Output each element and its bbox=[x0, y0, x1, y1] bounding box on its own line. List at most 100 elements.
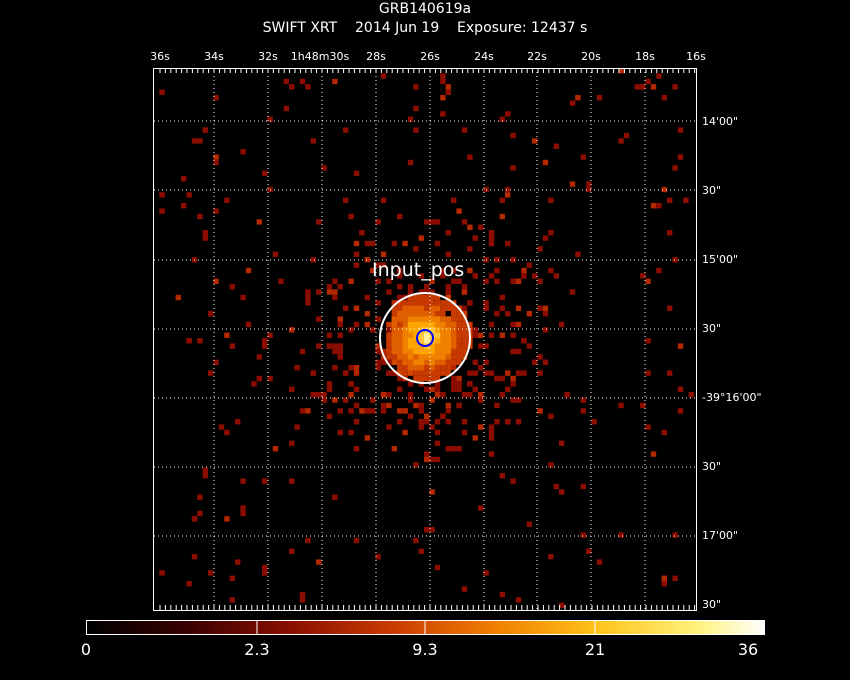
photon-pixel bbox=[434, 386, 441, 392]
photon-pixel bbox=[380, 73, 387, 79]
photon-pixel bbox=[510, 381, 516, 387]
photon-pixel bbox=[515, 419, 522, 425]
photon-pixel bbox=[505, 186, 511, 193]
photon-pixel bbox=[429, 386, 435, 392]
photon-pixel bbox=[229, 343, 235, 349]
photon-pixel bbox=[364, 240, 370, 247]
photon-pixel bbox=[316, 392, 322, 398]
photon-pixel bbox=[370, 397, 376, 403]
photon-pixel bbox=[456, 348, 462, 355]
photon-pixel bbox=[213, 359, 219, 365]
photon-pixel bbox=[467, 370, 473, 376]
observation-info: SWIFT XRT 2014 Jun 19 Exposure: 12437 s bbox=[0, 20, 850, 36]
photon-pixel bbox=[159, 570, 165, 576]
photon-pixel bbox=[202, 127, 208, 133]
photon-pixel bbox=[391, 240, 397, 247]
photon-pixel bbox=[440, 348, 446, 355]
photon-pixel bbox=[559, 489, 565, 495]
photon-pixel bbox=[472, 332, 478, 338]
photon-pixel bbox=[429, 397, 435, 403]
photon-pixel bbox=[391, 348, 397, 355]
photon-pixel bbox=[526, 521, 532, 527]
coordinate-grid bbox=[154, 68, 696, 610]
photon-pixel bbox=[397, 408, 403, 414]
photon-pixel bbox=[407, 354, 414, 360]
photon-pixel bbox=[235, 559, 241, 565]
photon-pixel bbox=[224, 332, 230, 338]
photon-pixel bbox=[434, 294, 441, 301]
photon-pixel bbox=[353, 402, 360, 409]
photon-pixel bbox=[661, 186, 667, 193]
photon-pixel bbox=[532, 359, 538, 365]
photon-pixel bbox=[586, 186, 592, 193]
photon-pixel bbox=[440, 111, 446, 117]
photon-pixel bbox=[418, 365, 424, 371]
photon-pixel bbox=[451, 354, 457, 360]
photon-pixel bbox=[451, 278, 457, 284]
photon-pixel bbox=[332, 294, 338, 301]
photon-pixel bbox=[272, 446, 279, 452]
photon-pixel bbox=[289, 548, 295, 554]
photon-pixel bbox=[434, 316, 441, 322]
photon-pixel bbox=[197, 494, 203, 500]
photon-pixel bbox=[499, 392, 505, 398]
photon-pixel bbox=[429, 327, 435, 333]
photon-pixel bbox=[326, 343, 333, 349]
dec-tick-label: 15'00" bbox=[702, 253, 739, 266]
photon-pixel bbox=[472, 273, 478, 279]
source-label: Input_pos bbox=[372, 259, 465, 281]
photon-pixel bbox=[337, 429, 343, 436]
photon-pixel bbox=[353, 365, 360, 371]
photon-pixel bbox=[159, 208, 165, 214]
photon-pixel bbox=[548, 554, 554, 560]
photon-pixel bbox=[424, 321, 430, 328]
photon-pixel bbox=[370, 240, 376, 247]
ra-tick-label: 22s bbox=[527, 50, 547, 63]
photon-pixel bbox=[294, 365, 300, 371]
photon-pixel bbox=[586, 181, 592, 187]
photon-pixel bbox=[451, 348, 457, 355]
photon-pixel bbox=[445, 419, 451, 425]
photon-pixel bbox=[510, 348, 516, 355]
dec-tick-label: -39°16'00" bbox=[702, 391, 762, 404]
photon-pixel bbox=[445, 370, 451, 376]
photon-pixel bbox=[202, 230, 208, 236]
photon-pixel bbox=[413, 354, 419, 360]
photon-pixel bbox=[505, 419, 511, 425]
photon-pixel bbox=[472, 386, 478, 392]
photon-pixel bbox=[386, 402, 392, 409]
photon-pixel bbox=[386, 354, 392, 360]
photon-pixel bbox=[305, 408, 311, 414]
photon-pixel bbox=[316, 316, 322, 322]
photon-pixel bbox=[299, 78, 306, 85]
photon-pixel bbox=[548, 267, 554, 274]
photon-pixel bbox=[235, 419, 241, 425]
photon-pixel bbox=[348, 392, 354, 398]
photon-pixel bbox=[386, 289, 392, 295]
photon-pixel bbox=[397, 300, 403, 306]
photon-pixel bbox=[640, 402, 646, 409]
dec-tick-label: 30" bbox=[702, 322, 722, 335]
photon-pixel bbox=[451, 343, 457, 349]
photon-pixel bbox=[499, 332, 505, 338]
photon-pixel bbox=[191, 138, 198, 144]
image-title: GRB140619a bbox=[378, 1, 472, 17]
photon-pixel bbox=[569, 289, 576, 295]
photon-pixel bbox=[445, 316, 451, 322]
photon-pixel bbox=[677, 408, 684, 414]
photon-pixel bbox=[424, 294, 430, 301]
photon-pixel bbox=[370, 327, 376, 333]
photon-pixel bbox=[424, 527, 430, 533]
photon-pixel bbox=[407, 343, 414, 349]
photon-pixel bbox=[521, 338, 527, 344]
photon-pixel bbox=[375, 365, 381, 371]
photon-pixel bbox=[375, 219, 381, 225]
photon-pixel bbox=[386, 424, 392, 430]
photon-pixel bbox=[569, 181, 576, 187]
photon-pixel bbox=[451, 365, 457, 371]
photon-pixel bbox=[461, 586, 468, 592]
photon-pixel bbox=[515, 321, 522, 328]
photon-pixel bbox=[472, 235, 478, 241]
ra-tick-label: 18s bbox=[635, 50, 655, 63]
